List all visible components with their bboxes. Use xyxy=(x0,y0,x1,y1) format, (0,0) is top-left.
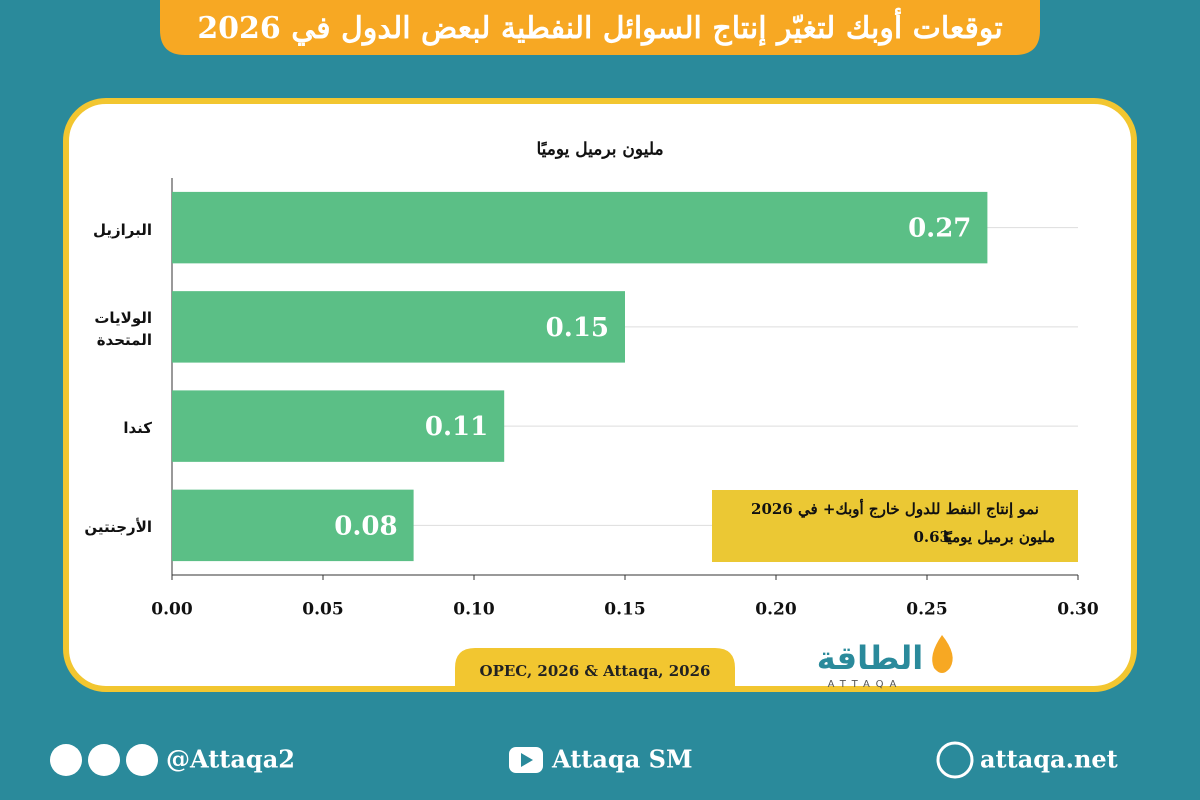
category-label: الولايات المتحدة xyxy=(94,308,152,349)
annotation-value: 0.63 xyxy=(913,528,950,546)
title-banner xyxy=(160,0,1040,55)
x-tick-label: 0.00 xyxy=(151,600,193,620)
instagram-icon xyxy=(88,744,120,776)
chart-title: توقعات أوبك لتغيّر إنتاج السوائل النفطية… xyxy=(197,7,1002,47)
value-label: 0.11 xyxy=(425,412,488,442)
unit-label: مليون برميل يوميًا xyxy=(536,140,663,160)
value-label: 0.08 xyxy=(334,511,397,541)
source: OPEC, 2026 & Attaqa, 2026 xyxy=(480,662,711,680)
annotation-unit: مليون برميل يوميًا xyxy=(943,528,1055,546)
bar xyxy=(172,489,414,562)
category-label: الأرجنتين xyxy=(84,518,152,537)
source-tab xyxy=(455,648,735,690)
x-tick-label: 0.10 xyxy=(453,600,495,620)
bar xyxy=(172,390,505,462)
x-tick-label: 0.15 xyxy=(604,600,645,620)
x-tick-label: 0.25 xyxy=(906,600,947,620)
logo-latin: ATTAQA xyxy=(828,679,903,690)
footer-website: attaqa.net xyxy=(980,745,1118,774)
footer-social: @Attaqa2 xyxy=(166,745,295,774)
bar xyxy=(172,191,988,264)
category-label: البرازيل xyxy=(92,220,152,239)
value-label: 0.27 xyxy=(908,214,971,244)
x-tick-label: 0.05 xyxy=(302,600,343,620)
annotation-title: نمو إنتاج النفط للدول خارج أوبك+ في 2026 xyxy=(751,498,1039,519)
x-icon xyxy=(50,744,82,776)
web-icon xyxy=(936,741,974,779)
youtube-play xyxy=(521,753,533,767)
facebook-icon xyxy=(126,744,158,776)
category-label: كندا xyxy=(123,419,152,438)
footer-youtube: Attaqa SM xyxy=(551,745,693,774)
bar xyxy=(172,291,625,363)
social-icons xyxy=(50,741,974,779)
x-tick-label: 0.20 xyxy=(755,600,797,620)
logo-drop xyxy=(932,635,953,673)
logo-name: الطاقة xyxy=(817,639,924,677)
annotation-box xyxy=(712,490,1078,562)
x-tick-label: 0.30 xyxy=(1057,600,1099,620)
value-label: 0.15 xyxy=(546,313,609,343)
plot: 0.00 0.05 0.10 0.15 0.20 0.25 0.30 0.27 0.15 0.11… xyxy=(151,178,1099,620)
